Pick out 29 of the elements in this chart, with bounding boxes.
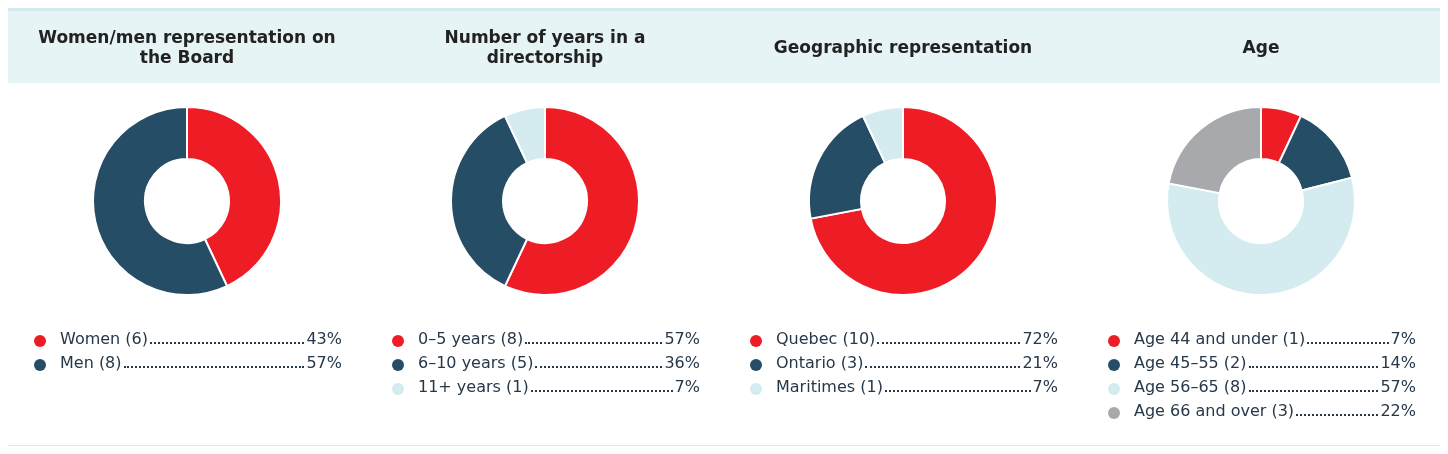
chart-title: Number of years in a directorship [366,8,724,83]
legend-label: Age 45–55 (2) [1134,353,1247,372]
data-label: 21% [1022,353,1058,372]
data-label: 43% [306,329,342,348]
data-label: 7% [1390,329,1416,348]
data-label: 7% [1032,377,1058,396]
legend-label: Maritimes (1) [776,377,883,396]
data-label: 57% [306,353,342,372]
legend-label: Age 56–65 (8) [1134,377,1247,396]
data-label: 22% [1380,401,1416,420]
data-label: 57% [664,329,700,348]
legend-label: Age 44 and under (1) [1134,329,1306,348]
legend-label: Men (8) [60,353,122,372]
data-label: 14% [1380,353,1416,372]
chart-title: Geographic representation [724,8,1082,83]
legend-label: 11+ years (1) [418,377,529,396]
donut-slice [809,106,998,296]
data-label: 7% [674,377,700,396]
data-label: 72% [1022,329,1058,348]
chart-title: Age [1082,8,1440,83]
legend-label: 0–5 years (8) [418,329,524,348]
legend-label: Women (6) [60,329,148,348]
data-label: 57% [1380,377,1416,396]
chart-title: Women/men representation on the Board [8,8,366,83]
legend-label: 6–10 years (5) [418,353,534,372]
legend-label: Age 66 and over (3) [1134,401,1295,420]
legend-label: Ontario (3) [776,353,864,372]
data-label: 36% [664,353,700,372]
legend-label: Quebec (10) [776,329,876,348]
